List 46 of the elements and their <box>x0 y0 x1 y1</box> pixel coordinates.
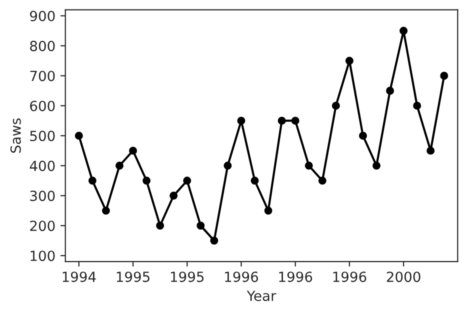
x-tick-label: 2000 <box>386 272 420 282</box>
point <box>88 176 96 185</box>
point <box>318 176 326 185</box>
point <box>413 102 422 110</box>
point <box>386 86 394 95</box>
point <box>74 132 83 140</box>
point <box>102 206 110 215</box>
y-tick-label: 100 <box>30 250 55 262</box>
y-tick-label: 700 <box>30 70 55 82</box>
x-tick-label: 1995 <box>170 272 204 282</box>
x-tick-label: 1995 <box>116 272 150 282</box>
point <box>142 176 151 185</box>
y-tick-label: 400 <box>30 160 55 172</box>
point <box>183 176 192 185</box>
x-tick-label: 1996 <box>279 272 312 282</box>
point <box>304 162 313 170</box>
y-tick-label: 600 <box>30 100 55 112</box>
y-tick-label: 300 <box>30 190 55 202</box>
y-tick-label: 900 <box>30 10 55 22</box>
point <box>250 176 259 185</box>
point <box>196 222 205 230</box>
point <box>170 192 178 200</box>
point <box>129 146 138 155</box>
x-tick-label: 1996 <box>225 272 258 282</box>
point <box>278 116 286 125</box>
y-axis-title: Saws <box>10 118 21 153</box>
x-axis-title: Year <box>246 290 276 302</box>
point <box>332 102 340 110</box>
point <box>264 206 272 215</box>
point <box>358 132 367 140</box>
point <box>115 162 124 170</box>
y-tick-label: 200 <box>30 220 55 232</box>
x-tick-label: 1996 <box>333 272 366 282</box>
point <box>400 26 408 35</box>
point <box>210 236 218 245</box>
x-tick-label: 1994 <box>62 272 96 282</box>
point <box>372 162 380 170</box>
point <box>440 72 448 80</box>
point <box>237 116 246 125</box>
y-tick-label: 800 <box>30 40 55 52</box>
point <box>426 146 435 155</box>
point <box>345 56 354 65</box>
point <box>224 162 232 170</box>
point <box>156 222 164 230</box>
y-tick-label: 500 <box>30 130 55 142</box>
point <box>291 116 300 125</box>
